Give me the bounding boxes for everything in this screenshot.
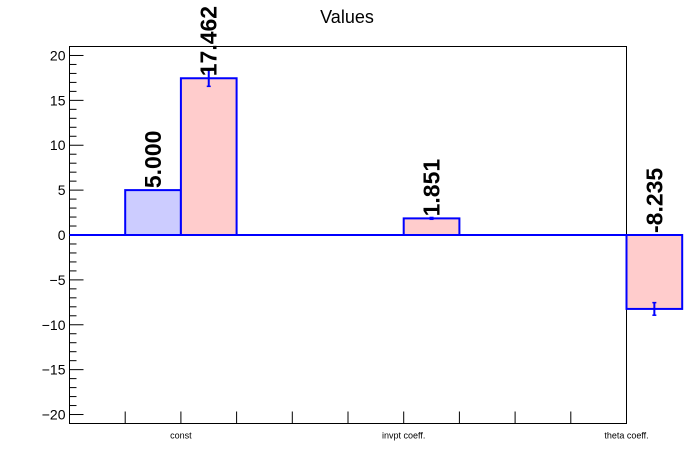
- y-tick-label: 0: [58, 227, 66, 243]
- error-bars: [206, 69, 657, 316]
- y-tick-label: 15: [50, 92, 66, 108]
- value-label: -8.235: [641, 168, 667, 233]
- y-tick-label: −15: [42, 362, 66, 378]
- bar: [124, 189, 182, 236]
- x-category-label: invpt coeff.: [382, 431, 425, 441]
- y-tick-label: −5: [50, 272, 66, 288]
- y-tick-label: 5: [58, 182, 66, 198]
- chart-title: Values: [320, 7, 374, 27]
- x-axis: const invpt coeff. theta coeff.: [124, 411, 649, 441]
- y-tick-label: −20: [42, 407, 66, 423]
- bar: [625, 234, 684, 310]
- bar: [179, 77, 238, 236]
- value-label: 17.462: [196, 6, 222, 76]
- x-category-label: theta coeff.: [604, 431, 648, 441]
- y-axis: −20 −15 −10 −5 0 5 10 15 20: [42, 47, 84, 423]
- y-tick-label: −10: [42, 317, 66, 333]
- y-tick-label: 10: [50, 137, 66, 153]
- value-labels: 5.000 17.462 1.851 -8.235: [140, 6, 667, 233]
- value-label: 5.000: [140, 131, 166, 189]
- y-tick-label: 20: [50, 47, 66, 63]
- x-category-label: const: [170, 431, 192, 441]
- bar: [402, 217, 461, 236]
- value-label: 1.851: [419, 159, 445, 217]
